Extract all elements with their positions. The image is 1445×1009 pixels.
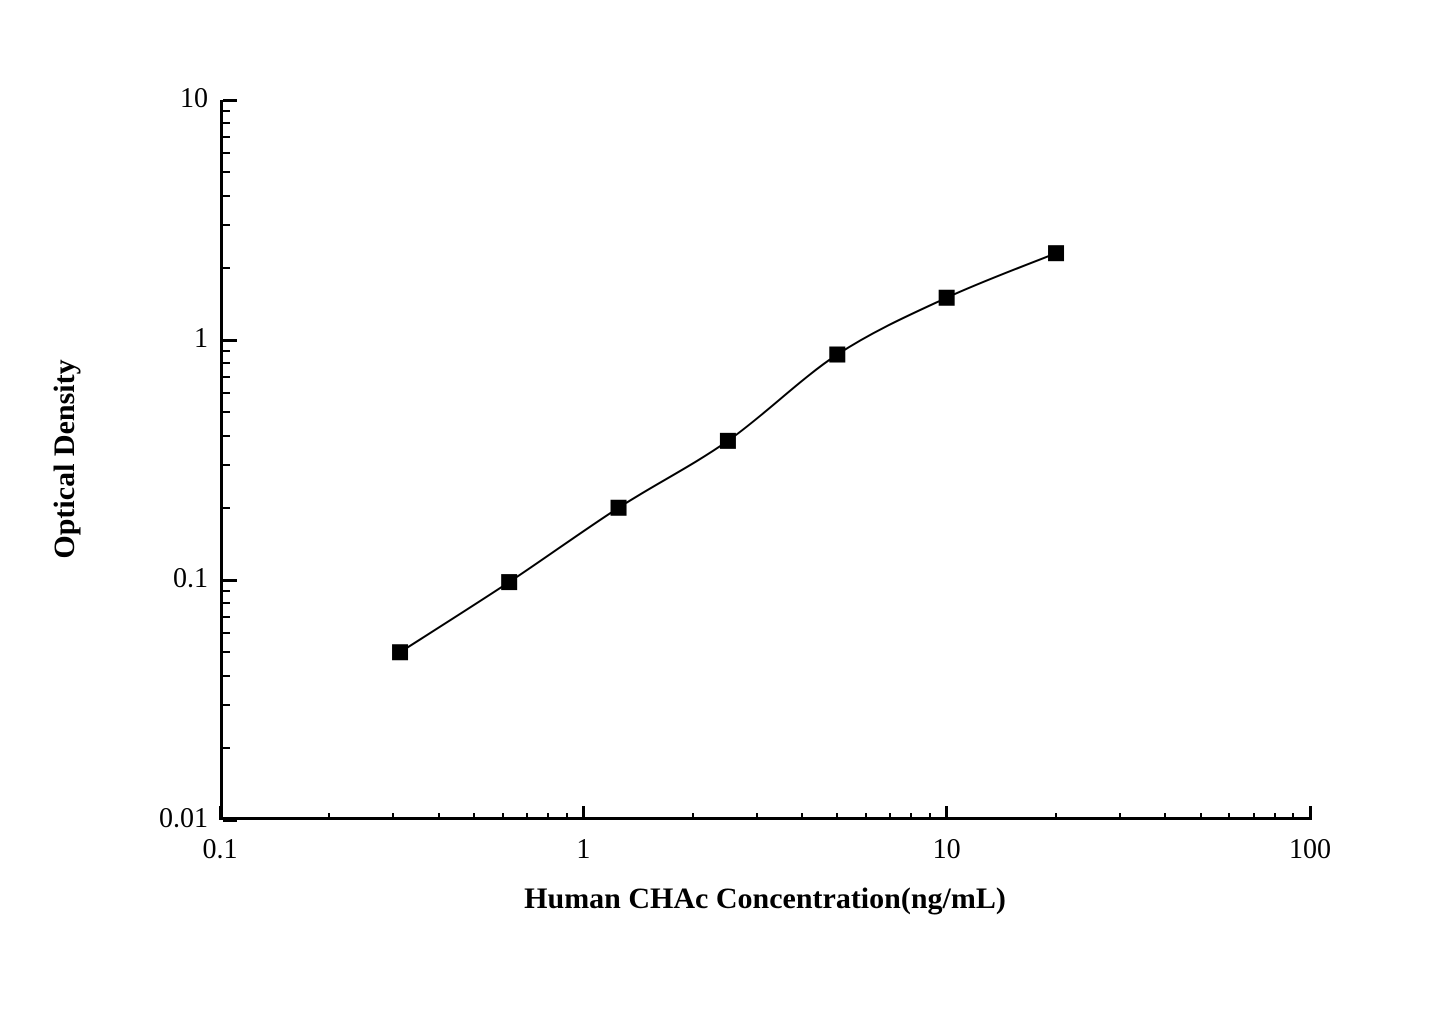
y-minor-tick: [223, 267, 230, 269]
x-minor-tick: [836, 813, 838, 820]
y-tick-label: 10: [180, 83, 208, 115]
x-major-tick: [1309, 806, 1312, 820]
x-minor-tick: [526, 813, 528, 820]
x-minor-tick: [1274, 813, 1276, 820]
y-minor-tick: [223, 507, 230, 509]
x-minor-tick: [1119, 813, 1121, 820]
x-major-tick: [219, 806, 222, 820]
data-marker: [1048, 245, 1064, 261]
data-marker: [392, 644, 408, 660]
y-minor-tick: [223, 136, 230, 138]
y-minor-tick: [223, 704, 230, 706]
x-minor-tick: [692, 813, 694, 820]
x-minor-tick: [910, 813, 912, 820]
x-minor-tick: [889, 813, 891, 820]
y-tick-label: 0.01: [159, 803, 208, 835]
y-minor-tick: [223, 602, 230, 604]
data-marker: [501, 574, 517, 590]
y-minor-tick: [223, 376, 230, 378]
y-minor-tick: [223, 152, 230, 154]
data-marker: [939, 290, 955, 306]
x-minor-tick: [929, 813, 931, 820]
x-minor-tick: [328, 813, 330, 820]
y-minor-tick: [223, 392, 230, 394]
x-minor-tick: [1228, 813, 1230, 820]
y-minor-tick: [223, 632, 230, 634]
y-minor-tick: [223, 224, 230, 226]
x-minor-tick: [1200, 813, 1202, 820]
y-minor-tick: [223, 651, 230, 653]
x-tick-label: 10: [933, 834, 961, 866]
y-minor-tick: [223, 747, 230, 749]
y-minor-tick: [223, 435, 230, 437]
y-minor-tick: [223, 464, 230, 466]
y-tick-label: 0.1: [173, 563, 208, 595]
x-minor-tick: [756, 813, 758, 820]
x-minor-tick: [1253, 813, 1255, 820]
x-minor-tick: [438, 813, 440, 820]
x-minor-tick: [392, 813, 394, 820]
x-major-tick: [582, 806, 585, 820]
y-minor-tick: [223, 675, 230, 677]
data-line: [400, 253, 1056, 652]
x-tick-label: 100: [1289, 834, 1331, 866]
x-minor-tick: [1055, 813, 1057, 820]
x-major-tick: [945, 806, 948, 820]
y-minor-tick: [223, 110, 230, 112]
y-major-tick: [223, 99, 237, 102]
y-minor-tick: [223, 195, 230, 197]
chart-container: Optical Density Human CHAc Concentration…: [0, 0, 1445, 1009]
y-minor-tick: [223, 590, 230, 592]
y-minor-tick: [223, 350, 230, 352]
y-tick-label: 1: [194, 323, 208, 355]
y-minor-tick: [223, 616, 230, 618]
x-tick-label: 0.1: [203, 834, 238, 866]
y-minor-tick: [223, 122, 230, 124]
y-major-tick: [223, 819, 237, 822]
x-minor-tick: [1292, 813, 1294, 820]
x-minor-tick: [801, 813, 803, 820]
data-marker: [720, 433, 736, 449]
y-major-tick: [223, 579, 237, 582]
y-major-tick: [223, 339, 237, 342]
x-minor-tick: [547, 813, 549, 820]
x-minor-tick: [1164, 813, 1166, 820]
data-marker: [829, 347, 845, 363]
y-minor-tick: [223, 171, 230, 173]
y-minor-tick: [223, 411, 230, 413]
data-marker: [611, 500, 627, 516]
x-minor-tick: [865, 813, 867, 820]
x-tick-label: 1: [576, 834, 590, 866]
y-minor-tick: [223, 362, 230, 364]
x-minor-tick: [566, 813, 568, 820]
x-minor-tick: [502, 813, 504, 820]
x-minor-tick: [473, 813, 475, 820]
